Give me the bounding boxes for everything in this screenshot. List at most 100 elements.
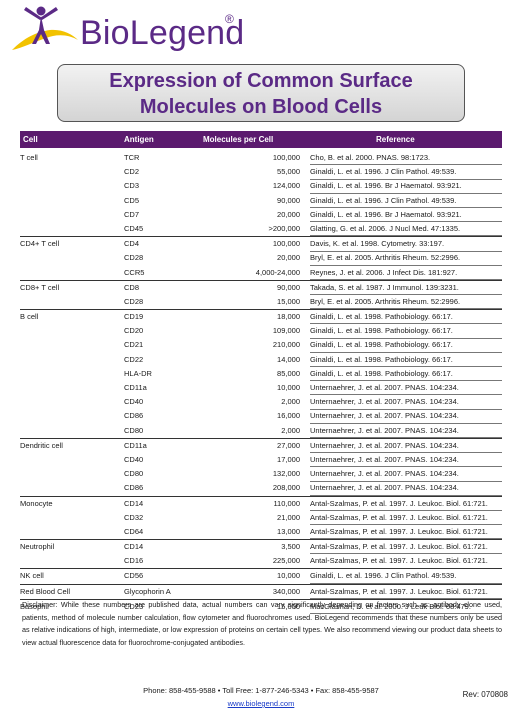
antigen: CD14: [124, 498, 144, 508]
molecules-per-cell: >200,000: [268, 223, 301, 233]
table-row: Red Blood Cell Glycophorin A 340,000 Antal-…: [20, 583, 502, 600]
cell-type: Red Blood Cell: [20, 586, 71, 596]
antigen: CD8: [124, 282, 140, 292]
table-row: CD22 14,000 Ginaldi, L. et al. 1998. Patho…: [20, 353, 502, 368]
table-row: CD11a 10,000 Unternaehrer, J. et al. 2007.…: [20, 381, 502, 396]
reference: Ginaldi, L. et al. 1998. Pathobiology. 6…: [310, 338, 502, 353]
table-row: CD4+ T cell CD4 100,000 Davis, K. et al. 19…: [20, 236, 502, 252]
antigen: CD80: [124, 425, 144, 435]
antigen: CD5: [124, 195, 140, 205]
antigen: CD56: [124, 571, 144, 581]
table-row: CD16 225,000 Antal-Szalmas, P. et al. 1997…: [20, 554, 502, 569]
molecules-per-cell: 210,000: [272, 340, 300, 350]
page-title-line-1: Expression of Common Surface: [109, 70, 413, 92]
antigen: CD19: [124, 312, 144, 322]
table-row: CD32 21,000 Antal-Szalmas, P. et al. 1997.…: [20, 511, 502, 526]
molecules-per-cell: 85,000: [277, 368, 300, 378]
antigen: CD22: [124, 354, 144, 364]
table-row: CD5 90,000 Ginaldi, L. et al. 1996. J Clin…: [20, 194, 502, 208]
reference: Unternaehrer, J. et al. 2007. PNAS. 104:…: [310, 453, 502, 468]
reference: Cho, B. et al. 2000. PNAS. 98:1723.: [310, 151, 502, 166]
table-row: CD20 109,000 Ginaldi, L. et al. 1998. Path…: [20, 324, 502, 339]
table-row: Neutrophil CD14 3,500 Antal-Szalmas, P. et …: [20, 539, 502, 555]
molecules-per-cell: 100,000: [272, 153, 300, 162]
antigen: TCR: [124, 153, 140, 162]
reference: Ginaldi, L. et al. 1998. Pathobiology. 6…: [310, 310, 502, 325]
table-row: CD45 >200,000 Glatting, G. et al. 2006. J …: [20, 222, 502, 237]
antigen: CD14: [124, 542, 144, 552]
antigen: CD40: [124, 397, 144, 407]
molecules-per-cell: 2,000: [281, 425, 300, 435]
antigen: CD40: [124, 454, 144, 464]
molecules-per-cell: 18,000: [277, 312, 300, 322]
cell-type: CD8+ T cell: [20, 282, 60, 292]
table-row: CD40 17,000 Unternaehrer, J. et al. 2007. …: [20, 453, 502, 468]
cell-type: Monocyte: [20, 498, 53, 508]
molecules-per-cell: 3,500: [281, 542, 300, 552]
reference: Antal-Szalmas, P. et al. 1997. J. Leukoc…: [310, 497, 502, 511]
page-title-line-2: Molecules on Blood Cells: [139, 96, 383, 118]
antigen: CD32: [124, 512, 144, 522]
reference: Ginaldi, L. et al. 1998. Pathobiology. 6…: [310, 324, 502, 339]
molecules-per-cell: 27,000: [277, 440, 300, 450]
reference: Bryl, E. et al. 2005. Arthritis Rheum. 5…: [310, 295, 502, 310]
brand-name: BioLegend: [80, 14, 245, 52]
reference: Antal-Szalmas, P. et al. 1997. J. Leukoc…: [310, 585, 502, 600]
antigen: CD86: [124, 411, 144, 421]
antigen: CD80: [124, 469, 144, 479]
antigen: CD11a: [124, 440, 147, 450]
molecules-per-cell: 4,000-24,000: [255, 267, 300, 277]
molecules-per-cell: 55,000: [277, 167, 300, 177]
cell-type: CD4+ T cell: [20, 239, 60, 249]
antigen: CD28: [124, 296, 144, 306]
molecules-per-cell: 15,000: [277, 601, 300, 611]
table-row: B cell CD19 18,000 Ginaldi, L. et al. 1998.…: [20, 309, 502, 325]
molecules-per-cell: 15,000: [277, 296, 300, 306]
antigen: CD20: [124, 326, 144, 336]
table-row: CD80 132,000 Unternaehrer, J. et al. 2007.…: [20, 467, 502, 482]
reference: Ginaldi, L. et al. 1998. Pathobiology. 6…: [310, 367, 502, 382]
column-header-cell: Cell: [23, 135, 38, 144]
table-row: CD21 210,000 Ginaldi, L. et al. 1998. Path…: [20, 338, 502, 353]
molecules-per-cell: 109,000: [272, 326, 300, 336]
cell-type: Neutrophil: [20, 542, 55, 552]
reference: Antal-Szalmas, P. et al. 1997. J. Leukoc…: [310, 511, 502, 526]
reference: Ginaldi, L. et al. 1998. Pathobiology. 6…: [310, 353, 502, 368]
molecules-per-cell: 340,000: [272, 586, 300, 596]
cell-type: Dendritic cell: [20, 440, 63, 450]
reference: Glatting, G. et al. 2006. J Nucl Med. 47…: [310, 222, 502, 237]
table-row: CD86 16,000 Unternaehrer, J. et al. 2007. …: [20, 409, 502, 424]
table-row: T cell TCR 100,000 Cho, B. et al. 2000. PNA…: [20, 151, 502, 166]
molecules-per-cell: 2,000: [281, 397, 300, 407]
registered-mark: ®: [225, 12, 234, 26]
table-row: CD3 124,000 Ginaldi, L. et al. 1996. Br J …: [20, 179, 502, 194]
table-body: T cell TCR 100,000 Cho, B. et al. 2000. PNA…: [20, 151, 502, 615]
reference: Antal-Szalmas, P. et al. 1997. J. Leukoc…: [310, 554, 502, 569]
website-link[interactable]: www.biolegend.com: [227, 699, 295, 708]
cell-type: T cell: [20, 153, 38, 162]
antigen: CCR5: [124, 267, 145, 277]
table-row: CD28 20,000 Bryl, E. et al. 2005. Arthriti…: [20, 251, 502, 266]
revision-label: Rev: 070808: [462, 690, 508, 699]
table-row: CD8+ T cell CD8 90,000 Takada, S. et al. 19…: [20, 279, 502, 296]
reference: Ginaldi, L. et al. 1996. Br J Haematol. …: [310, 179, 502, 194]
reference: Takada, S. et al. 1987. J Immunol. 139:3…: [310, 281, 502, 296]
antigen: CD3: [124, 181, 140, 191]
table-row: CD40 2,000 Unternaehrer, J. et al. 2007. P…: [20, 395, 502, 410]
reference: Unternaehrer, J. et al. 2007. PNAS. 104:…: [310, 467, 502, 482]
table-row: Monocyte CD14 110,000 Antal-Szalmas, P. et …: [20, 495, 502, 511]
page-title-box: Expression of Common Surface Molecules o…: [57, 64, 465, 122]
reference: Bryl, E. et al. 2005. Arthritis Rheum. 5…: [310, 251, 502, 266]
disclaimer-text: Disclaimer: While these numbers are publ…: [22, 600, 502, 647]
molecules-per-cell: 14,000: [277, 354, 300, 364]
antigen: CD7: [124, 209, 140, 219]
antigen: CD11a: [124, 383, 147, 392]
cell-type: NK cell: [20, 571, 44, 581]
reference: Ginaldi, L. et al. 1996. J Clin Pathol. …: [310, 194, 502, 208]
table-header: Cell Antigen Molecules per Cell Referenc…: [20, 131, 502, 148]
biolegend-figure-icon: [12, 6, 78, 50]
reference: Ginaldi, L. et al. 1996. J Clin Pathol. …: [310, 165, 502, 180]
molecules-per-cell: 13,000: [277, 526, 300, 536]
biolegend-logo: BioLegend ®: [10, 4, 310, 54]
antigen: HLA-DR: [124, 368, 152, 378]
